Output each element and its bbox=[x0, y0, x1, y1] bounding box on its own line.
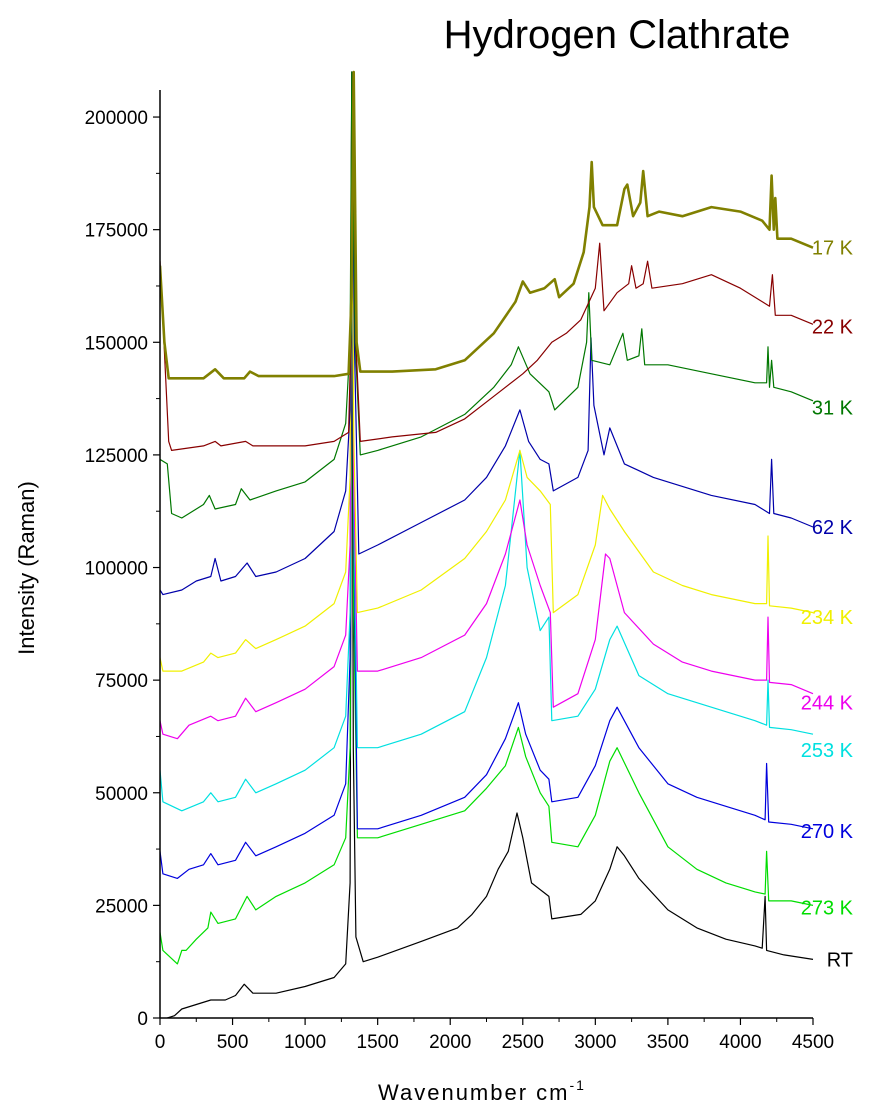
y-axis-title: Intensity (Raman) bbox=[14, 481, 39, 655]
y-tick-label: 125000 bbox=[85, 446, 148, 467]
series-label-62-k: 62 K bbox=[812, 517, 854, 539]
plot-area bbox=[160, 70, 814, 1018]
series-label-234-k: 234 K bbox=[801, 607, 854, 629]
x-tick-label: 1500 bbox=[357, 1032, 399, 1053]
y-tick-label: 150000 bbox=[85, 333, 148, 354]
chart-title: Hydrogen Clathrate bbox=[444, 13, 791, 57]
x-tick-label: 500 bbox=[217, 1032, 249, 1053]
y-tick-label: 200000 bbox=[85, 108, 148, 129]
x-axis-title-exponent: -1 bbox=[570, 1077, 586, 1093]
y-tick-label: 50000 bbox=[95, 784, 148, 805]
series-line-17-k bbox=[160, 70, 814, 380]
x-tick-label: 4000 bbox=[719, 1032, 761, 1053]
series-label-22-k: 22 K bbox=[812, 317, 854, 339]
y-tick-label: 100000 bbox=[85, 559, 148, 580]
series-line-234-k bbox=[160, 71, 814, 672]
series-line-31-k bbox=[160, 71, 814, 519]
y-tick-label: 175000 bbox=[85, 221, 148, 242]
series-labels: RT 273 K 270 K 253 K 244 K 234 K 62 K 31 K 22 K 1… bbox=[801, 238, 854, 972]
series-line-273-k bbox=[160, 71, 814, 965]
series-label-253-k: 253 K bbox=[801, 740, 854, 762]
x-axis-title: Wavenumber cm-1 bbox=[378, 1077, 586, 1105]
axes: 0 500 1000 1500 2000 2500 3000 3500 4000 4500 0 250… bbox=[85, 90, 834, 1053]
x-tick-label: 4500 bbox=[792, 1032, 834, 1053]
x-tick-label: 3000 bbox=[574, 1032, 616, 1053]
x-tick-label: 2000 bbox=[429, 1032, 471, 1053]
x-tick-label: 3500 bbox=[647, 1032, 689, 1053]
y-tick-label: 25000 bbox=[95, 896, 148, 917]
series-line-rt bbox=[167, 197, 814, 1018]
series-line-62-k bbox=[160, 71, 814, 596]
y-tick-label: 0 bbox=[137, 1009, 148, 1030]
y-tick-label: 75000 bbox=[95, 671, 148, 692]
series-line-22-k bbox=[160, 71, 814, 451]
x-tick-label: 1000 bbox=[284, 1032, 326, 1053]
series-label-270-k: 270 K bbox=[801, 821, 854, 843]
series-line-244-k bbox=[160, 71, 814, 740]
series-label-273-k: 273 K bbox=[801, 898, 854, 920]
series-line-253-k bbox=[160, 71, 814, 812]
series-label-17-k: 17 K bbox=[812, 238, 854, 260]
series-label-31-k: 31 K bbox=[812, 398, 854, 420]
series-label-244-k: 244 K bbox=[801, 693, 854, 715]
series-line-270-k bbox=[160, 71, 814, 879]
series-label-rt: RT bbox=[827, 949, 853, 971]
x-axis-title-main: Wavenumber cm bbox=[378, 1080, 569, 1105]
x-tick-label: 0 bbox=[155, 1032, 166, 1053]
x-tick-label: 2500 bbox=[502, 1032, 544, 1053]
